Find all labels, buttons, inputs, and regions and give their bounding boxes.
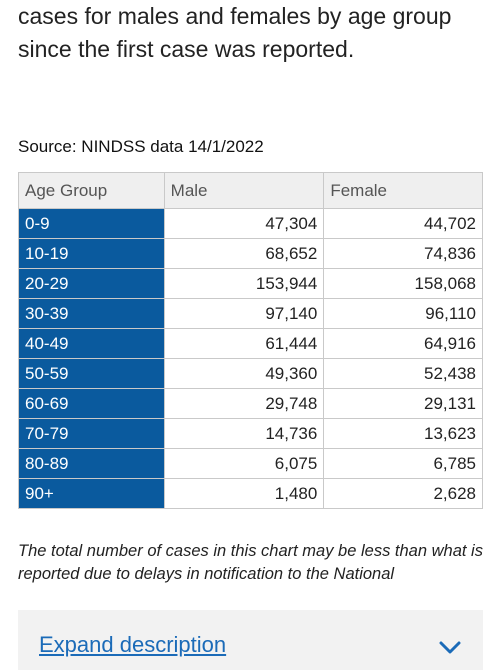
female-cell: 52,438	[323, 358, 483, 389]
table-header-row: Age Group Male Female	[18, 172, 483, 209]
male-cell: 97,140	[163, 298, 325, 329]
table-row: 90+ 1,480 2,628	[18, 478, 483, 509]
male-cell: 61,444	[163, 328, 325, 359]
age-group-cell: 70-79	[18, 418, 165, 449]
male-cell: 29,748	[163, 388, 325, 419]
age-group-cell: 90+	[18, 478, 165, 509]
male-cell: 14,736	[163, 418, 325, 449]
expand-description-panel[interactable]: Expand description	[18, 610, 483, 670]
table-row: 0-9 47,304 44,702	[18, 208, 483, 239]
female-cell: 158,068	[323, 268, 483, 299]
female-cell: 64,916	[323, 328, 483, 359]
age-group-cell: 0-9	[18, 208, 165, 239]
male-cell: 1,480	[163, 478, 325, 509]
male-cell: 6,075	[163, 448, 325, 479]
age-group-cell: 20-29	[18, 268, 165, 299]
table-row: 50-59 49,360 52,438	[18, 358, 483, 389]
chevron-down-icon[interactable]	[439, 640, 461, 656]
header-male: Male	[163, 172, 325, 209]
female-cell: 6,785	[323, 448, 483, 479]
female-cell: 29,131	[323, 388, 483, 419]
intro-text: cases for males and females by age group…	[18, 3, 452, 62]
age-group-cell: 10-19	[18, 238, 165, 269]
table-row: 30-39 97,140 96,110	[18, 298, 483, 329]
expand-description-link[interactable]: Expand description	[39, 632, 227, 657]
age-group-cell: 30-39	[18, 298, 165, 329]
age-group-cell: 60-69	[18, 388, 165, 419]
female-cell: 96,110	[323, 298, 483, 329]
table-row: 40-49 61,444 64,916	[18, 328, 483, 359]
female-cell: 2,628	[323, 478, 483, 509]
male-cell: 68,652	[163, 238, 325, 269]
age-group-cell: 80-89	[18, 448, 165, 479]
table-row: 10-19 68,652 74,836	[18, 238, 483, 269]
female-cell: 13,623	[323, 418, 483, 449]
header-age-group: Age Group	[18, 172, 165, 209]
female-cell: 74,836	[323, 238, 483, 269]
male-cell: 49,360	[163, 358, 325, 389]
age-group-cell: 50-59	[18, 358, 165, 389]
age-group-cell: 40-49	[18, 328, 165, 359]
table-row: 80-89 6,075 6,785	[18, 448, 483, 479]
header-female: Female	[323, 172, 483, 209]
female-cell: 44,702	[323, 208, 483, 239]
table-row: 60-69 29,748 29,131	[18, 388, 483, 419]
table-row: 70-79 14,736 13,623	[18, 418, 483, 449]
chart-footnote: The total number of cases in this chart …	[18, 542, 483, 583]
male-cell: 153,944	[163, 268, 325, 299]
source-note: Source: NINDSS data 14/1/2022	[18, 137, 264, 156]
table-row: 20-29 153,944 158,068	[18, 268, 483, 299]
male-cell: 47,304	[163, 208, 325, 239]
cases-table: Age Group Male Female 0-9 47,304 44,702 …	[18, 172, 483, 509]
